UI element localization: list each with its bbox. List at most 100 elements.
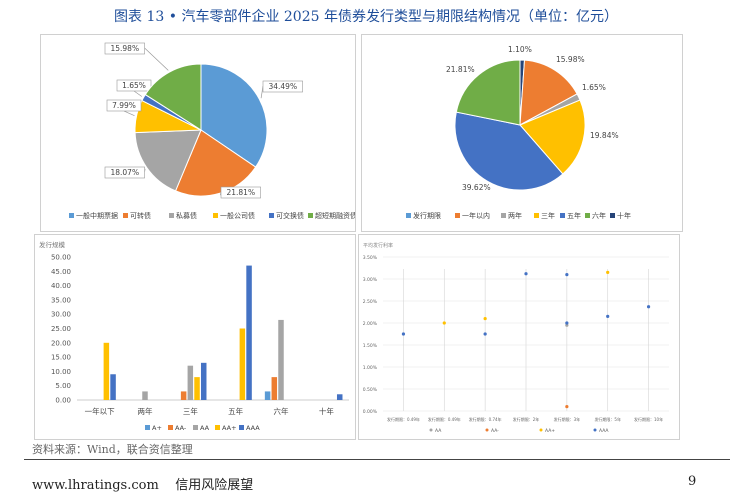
x-tick-label: 发行期限：5年 <box>594 416 621 422</box>
scatter-point <box>565 273 569 277</box>
legend-label: 超短期融资债券 <box>315 211 355 220</box>
legend-label: 六年 <box>592 211 606 220</box>
x-tick-label: 六年 <box>274 406 289 416</box>
legend-swatch <box>169 213 174 218</box>
pie-slice <box>454 111 564 191</box>
y-tick-label: 3.00% <box>363 277 378 283</box>
x-tick-label: 发行期限：3年 <box>554 416 581 422</box>
legend-label: 一般中期票据 <box>76 211 118 220</box>
legend-label: AA <box>435 428 442 434</box>
leader-line <box>260 85 264 99</box>
bar <box>194 377 200 400</box>
data-label: 1.65% <box>582 83 606 92</box>
legend-label: 五年 <box>567 211 581 220</box>
y-tick-label: 1.00% <box>363 365 378 371</box>
pie-chart-bond-type: 34.49% 21.81% 18.07% 7.99% 1.65% 15.98% 一般中期票据… <box>69 42 355 220</box>
legend-swatch <box>308 213 313 218</box>
bar <box>278 319 284 400</box>
scatter-point <box>442 321 446 325</box>
y-tick-label: 25.00 <box>51 325 71 333</box>
scatter-point <box>565 321 569 325</box>
legend-swatch <box>534 213 539 218</box>
leader-line <box>133 90 143 97</box>
pie-slice <box>200 63 268 168</box>
scatter-point <box>483 332 487 336</box>
legend-label: 一般公司债 <box>220 211 255 220</box>
x-tick-label: 十年 <box>319 406 334 416</box>
legend-label: 可转债 <box>130 211 151 220</box>
legend-swatch <box>501 213 506 218</box>
footer-site: www.lhratings.com 信用风险展望 <box>32 478 254 493</box>
data-label: 1.65% <box>122 81 146 90</box>
pie-chart-bond-type-panel: 34.49% 21.81% 18.07% 7.99% 1.65% 15.98% 一般中期票据… <box>40 34 356 232</box>
data-label: 15.98% <box>110 44 139 53</box>
y-tick-label: 3.50% <box>363 255 378 261</box>
y-tick-label: 40.00 <box>51 282 71 290</box>
scatter-chart-panel: 平均发行利率 0.00% 0.50% 1.00% 1.50% 2.00% 2.50% 3.00… <box>358 234 680 440</box>
y-tick-label: 15.00 <box>51 354 71 362</box>
legend-swatch <box>406 213 411 218</box>
leader-line <box>123 110 135 117</box>
y-tick-label: 0.00 <box>55 397 71 405</box>
x-tick-label: 两年 <box>138 406 153 416</box>
y-tick-label: 20.00 <box>51 339 71 347</box>
legend-swatch <box>585 213 590 218</box>
bar-chart-panel: 发行规模 0.00 5.00 10.00 15.00 20.00 25.00 30.00 35.… <box>34 234 356 440</box>
legend-label: 三年 <box>541 211 555 220</box>
chart-title: 发行规模 <box>39 240 66 249</box>
y-tick-label: 35.00 <box>51 296 71 304</box>
x-tick-label: 发行期限：0.74年 <box>469 416 502 422</box>
legend-label: AA- <box>175 424 187 432</box>
data-label: 18.07% <box>110 168 139 177</box>
legend-swatch <box>539 428 543 432</box>
scatter-point <box>606 314 610 318</box>
y-tick-label: 10.00 <box>51 368 71 376</box>
legend-swatch <box>593 428 597 432</box>
data-label-box <box>116 79 152 92</box>
scatter-point <box>401 332 406 336</box>
y-tick-label: 50.00 <box>51 254 71 262</box>
legend-swatch <box>239 425 244 430</box>
y-tick-label: 0.50% <box>363 387 378 393</box>
bar <box>187 365 194 400</box>
legend-label: AAA <box>599 428 609 434</box>
legend-label: 十年 <box>617 211 631 220</box>
bar <box>103 342 110 400</box>
x-tick-label: 三年 <box>183 406 198 416</box>
data-label: 39.62% <box>462 183 491 192</box>
scatter-point <box>483 317 487 321</box>
bar <box>110 374 116 400</box>
bar <box>142 391 148 400</box>
legend-swatch <box>485 428 489 432</box>
legend-label: AA <box>200 424 210 432</box>
legend-label: 一年以内 <box>462 211 490 220</box>
y-tick-label: 5.00 <box>55 382 71 390</box>
page-number: 9 <box>688 474 697 489</box>
x-tick-label: 五年 <box>228 406 243 416</box>
legend-swatch <box>455 213 460 218</box>
x-tick-label: 发行期限：2年 <box>513 416 540 422</box>
legend-label: 两年 <box>508 211 522 220</box>
data-label: 21.81% <box>446 65 475 74</box>
legend-swatch <box>560 213 565 218</box>
data-label: 7.99% <box>112 101 136 110</box>
bar <box>200 362 207 400</box>
legend-label: AA+ <box>222 424 237 432</box>
pie-slice <box>144 63 202 131</box>
data-label: 1.10% <box>508 45 532 54</box>
legend-label: AA- <box>491 428 499 434</box>
bar <box>271 377 278 400</box>
scatter-chart-rate: 平均发行利率 0.00% 0.50% 1.00% 1.50% 2.00% 2.50% 3.00… <box>363 242 669 434</box>
y-tick-label: 45.00 <box>51 268 71 276</box>
legend-label: AAA <box>246 424 260 432</box>
figure-title: 图表 13 • 汽车零部件企业 2025 年债券发行类型与期限结构情况（单位：亿… <box>114 9 618 25</box>
legend-label: 发行期限 <box>413 211 441 220</box>
y-tick-label: 1.50% <box>363 343 378 349</box>
y-tick-label: 30.00 <box>51 311 71 319</box>
data-label: 15.98% <box>556 55 585 64</box>
legend-swatch <box>193 425 198 430</box>
x-tick-label: 发行期限：0.49年 <box>387 416 420 422</box>
bar <box>246 265 252 400</box>
pie-slice <box>134 129 202 192</box>
legend-swatch <box>610 213 615 218</box>
